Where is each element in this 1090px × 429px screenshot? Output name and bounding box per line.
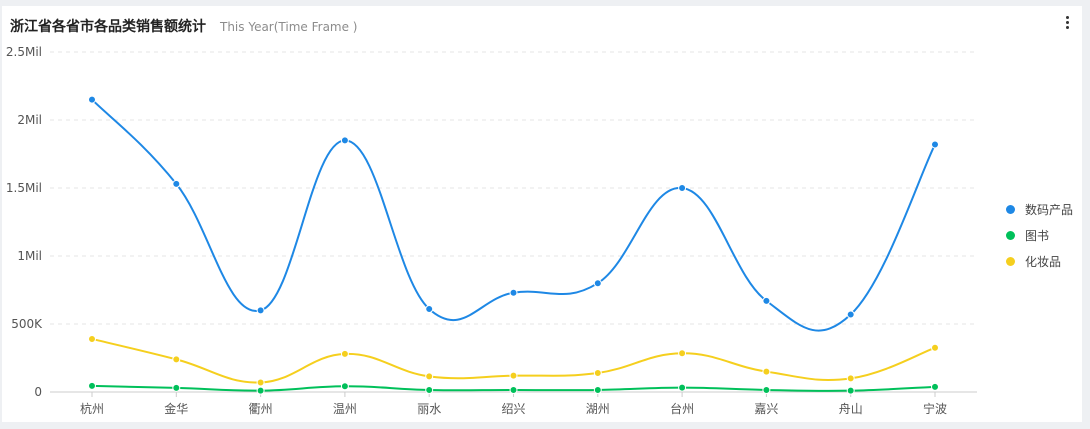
time-frame-label: This Year(Time Frame )	[220, 20, 358, 34]
data-point	[425, 385, 434, 394]
chart-card: 浙江省各省市各品类销售额统计 This Year(Time Frame ) 0 5…	[2, 6, 1082, 422]
data-point	[340, 349, 349, 358]
data-point	[340, 136, 349, 145]
y-tick-label: 2Mil	[17, 113, 42, 127]
data-point	[762, 296, 771, 305]
legend-label: 数码产品	[1025, 202, 1074, 217]
y-tick-label: 500K	[11, 317, 43, 331]
x-tick-label: 丽水	[417, 402, 441, 416]
legend-label: 化妆品	[1025, 254, 1062, 269]
data-point	[593, 368, 602, 377]
x-tick-label: 舟山	[839, 402, 863, 416]
x-tick-label: 衢州	[249, 402, 273, 416]
legend-marker	[1006, 204, 1015, 214]
x-tick-label: 绍兴	[501, 402, 525, 416]
x-tick-label: 台州	[670, 401, 694, 416]
more-vertical-icon[interactable]	[1064, 16, 1070, 32]
legend-item[interactable]: 化妆品	[1006, 248, 1073, 274]
data-point	[172, 383, 181, 392]
y-tick-label: 1.5Mil	[6, 181, 42, 195]
data-point	[425, 372, 434, 381]
legend-item[interactable]: 图书	[1006, 222, 1073, 248]
data-point	[762, 385, 771, 394]
line-chart: 0 500K 1Mil 1.5Mil 2Mil 2.5Mil 杭州 金华 衢州 温州 丽水 绍兴 湖州 台…	[6, 45, 977, 416]
data-point	[509, 385, 518, 394]
y-tick-label: 0	[34, 385, 42, 399]
x-tick-label: 嘉兴	[754, 402, 778, 416]
data-point	[678, 383, 687, 392]
data-point	[256, 378, 265, 387]
data-point	[172, 355, 181, 364]
legend-marker	[1006, 230, 1015, 240]
x-tick-label: 杭州	[80, 401, 104, 416]
chart-title: 浙江省各省市各品类销售额统计	[10, 19, 206, 35]
data-point	[256, 386, 265, 395]
legend-marker	[1006, 256, 1015, 266]
legend-item[interactable]: 数码产品	[1006, 196, 1073, 222]
chart-header: 浙江省各省市各品类销售额统计 This Year(Time Frame )	[10, 16, 358, 36]
data-point	[88, 381, 96, 390]
data-point	[678, 349, 687, 358]
data-point	[593, 385, 602, 394]
data-point	[762, 367, 771, 376]
data-point	[846, 310, 855, 319]
x-tick-label: 宁波	[923, 401, 947, 416]
series-line	[91, 98, 936, 332]
x-tick-label: 金华	[164, 401, 188, 416]
data-point	[678, 184, 687, 192]
data-point	[509, 288, 518, 297]
data-point	[931, 343, 939, 352]
data-point	[846, 386, 855, 395]
chart-legend: 数码产品 图书 化妆品	[1006, 196, 1073, 274]
data-point	[88, 334, 96, 343]
x-tick-label: 湖州	[586, 401, 610, 416]
data-point	[846, 374, 855, 383]
data-point	[509, 371, 518, 380]
legend-label: 图书	[1025, 228, 1050, 243]
data-point	[256, 306, 265, 315]
data-point	[340, 382, 349, 391]
data-point	[425, 305, 434, 314]
data-point	[172, 179, 181, 188]
data-point	[593, 279, 602, 288]
data-point	[88, 95, 96, 104]
x-tick-label: 温州	[333, 402, 357, 416]
data-point	[931, 382, 939, 391]
y-tick-label: 2.5Mil	[6, 45, 42, 59]
y-tick-label: 1Mil	[17, 249, 42, 263]
data-point	[931, 140, 939, 149]
